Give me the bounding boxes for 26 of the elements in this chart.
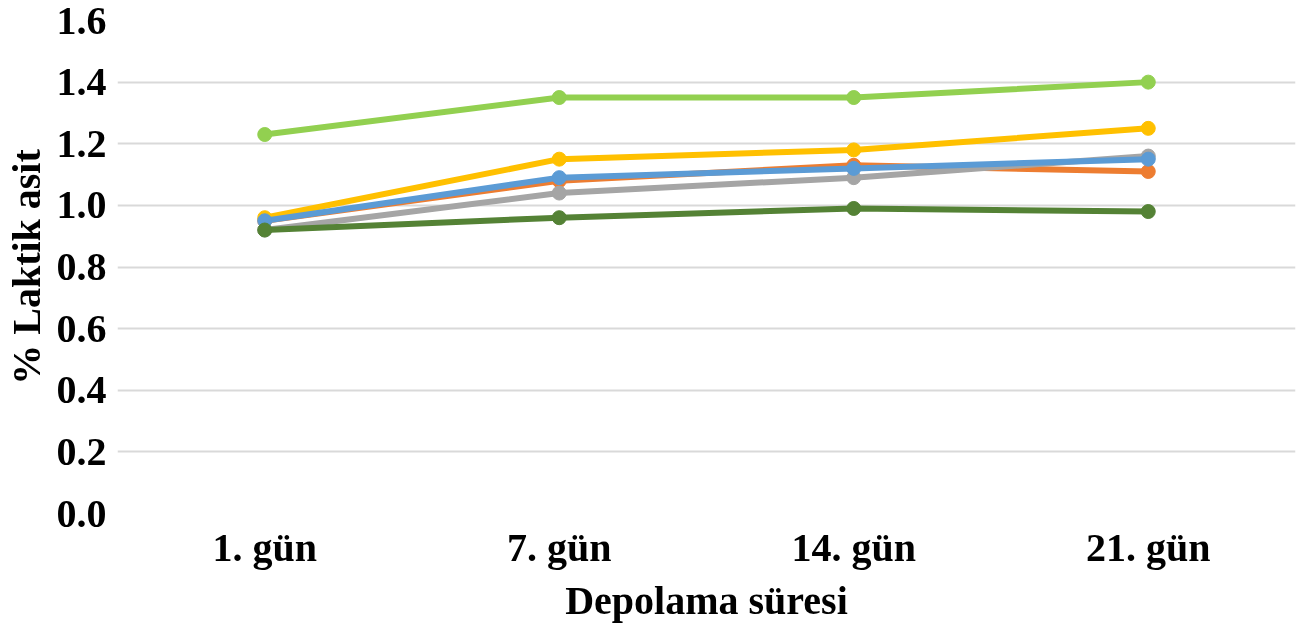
y-tick-label: 0.2 <box>56 428 107 474</box>
point <box>551 210 567 226</box>
point <box>846 90 862 106</box>
y-tick-label: 0.8 <box>56 244 107 289</box>
point <box>846 200 862 216</box>
y-tick-label: 1.4 <box>56 59 107 105</box>
point <box>551 185 567 201</box>
point <box>1140 204 1156 220</box>
point <box>551 90 567 106</box>
y-axis-title: % Laktik asit <box>3 148 49 385</box>
point <box>846 142 862 158</box>
x-tick-label: 1. gün <box>212 524 317 570</box>
y-tick-label: 0.0 <box>56 490 107 536</box>
y-tick-label: 0.6 <box>56 305 107 351</box>
y-tick-label: 0.4 <box>56 367 107 413</box>
y-tick-label: 1.6 <box>56 0 107 43</box>
point <box>551 151 567 167</box>
y-tick-label: 1.2 <box>56 120 107 166</box>
point <box>1140 120 1156 136</box>
point <box>1140 74 1156 90</box>
x-axis-title: Depolama süresi <box>565 577 848 623</box>
y-tick-label: 1.0 <box>56 182 107 228</box>
x-tick-label: 14. gün <box>791 524 916 570</box>
point <box>257 127 273 142</box>
x-tick-label: 7. gün <box>507 524 612 570</box>
x-tick-label: 21. gün <box>1086 524 1211 570</box>
